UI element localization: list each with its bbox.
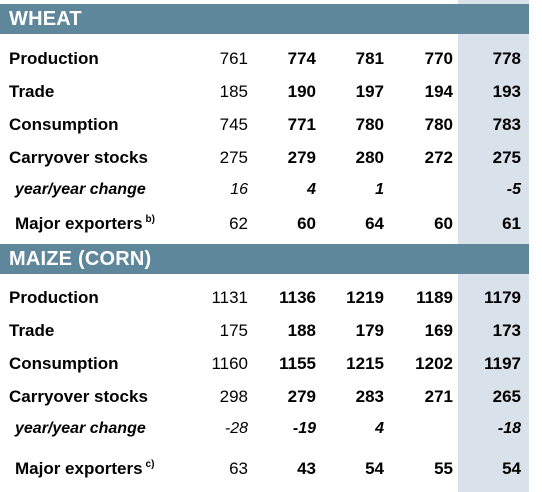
table-cell: 1219 [346,288,384,307]
table-cell: 280 [355,148,384,167]
table-cell: 61 [502,214,521,233]
table-cell: -5 [506,181,521,198]
row-label: Carryover stocks [9,387,148,406]
table-cell: 271 [424,387,453,406]
row-label: Consumption [9,115,119,134]
row-label: Carryover stocks [9,148,148,167]
wheat-header: WHEAT [0,4,529,34]
table-row: Trade 185 190 197 194 193 [0,76,542,106]
table-cell: 780 [355,115,384,134]
table-cell: 185 [219,82,248,101]
table-cell: 1202 [415,354,453,373]
table-row: Consumption 745 771 780 780 783 [0,109,542,139]
table-cell: 275 [219,148,248,167]
row-label: Consumption [9,354,119,373]
row-label-text: Major exporters [15,459,143,478]
table-cell: 194 [424,82,453,101]
table-row: year/year change -28 -19 4 -18 [0,414,542,444]
table-cell: 60 [297,214,316,233]
row-label: year/year change [15,420,146,437]
table-cell: -28 [224,420,248,437]
table-cell: 188 [287,321,316,340]
table-row: Consumption 1160 1155 1215 1202 1197 [0,348,542,378]
table-cell: 1215 [346,354,384,373]
table-row: Major exporters b) 62 60 64 60 61 [0,208,542,238]
table-cell: -19 [292,420,316,437]
table-cell: 54 [502,459,521,478]
table-cell: 279 [287,387,316,406]
table-cell: 4 [375,420,384,437]
table-cell: -18 [497,420,521,437]
row-label-text: Major exporters [15,214,143,233]
table-cell: 272 [424,148,453,167]
table-cell: 197 [355,82,384,101]
table-cell: 1160 [211,354,248,373]
table-cell: 43 [297,459,316,478]
table-cell: 771 [287,115,316,134]
table-cell: 783 [492,115,521,134]
table-cell: 169 [424,321,453,340]
table-row: year/year change 16 4 1 -5 [0,175,542,205]
table-cell: 193 [492,82,521,101]
wheat-title: WHEAT [9,8,82,30]
table-cell: 761 [219,49,248,68]
table-cell: 1179 [484,288,521,307]
table-cell: 4 [307,181,316,198]
table-cell: 781 [355,49,384,68]
table-cell: 179 [355,321,384,340]
table-cell: 283 [355,387,384,406]
table-row: Production 1131 1136 1219 1189 1179 [0,282,542,312]
table-cell: 1197 [484,354,521,373]
table-cell: 16 [230,181,248,198]
table-row: Carryover stocks 275 279 280 272 275 [0,142,542,172]
row-label: Trade [9,82,55,101]
row-label: Production [9,49,99,68]
table-cell: 63 [229,459,248,478]
table-cell: 745 [219,115,248,134]
table-cell: 279 [287,148,316,167]
table-cell: 1136 [279,288,316,307]
table-cell: 298 [219,387,248,406]
table-cell: 770 [424,49,453,68]
maize-header: MAIZE (CORN) [0,244,529,274]
row-label: Major exporters b) [15,214,155,234]
table-row: Carryover stocks 298 279 283 271 265 [0,381,542,411]
table-cell: 1155 [279,354,316,373]
table-cell: 1131 [211,288,248,307]
table-row: Production 761 774 781 770 778 [0,43,542,73]
table-cell: 774 [287,49,316,68]
table-cell: 62 [229,214,248,233]
table-cell: 173 [492,321,521,340]
table-cell: 55 [434,459,453,478]
table-cell: 54 [365,459,384,478]
table-cell: 778 [492,49,521,68]
maize-title: MAIZE (CORN) [9,248,152,270]
row-label: Major exporters c) [15,459,154,479]
table-cell: 1189 [416,288,453,307]
table-cell: 780 [424,115,453,134]
row-label: Trade [9,321,55,340]
table-cell: 1 [375,181,384,198]
table-cell: 175 [219,321,248,340]
table-cell: 64 [365,214,384,233]
table-cell: 265 [492,387,521,406]
footnote-marker: b) [145,214,155,225]
row-label: year/year change [15,181,146,198]
table-row: Trade 175 188 179 169 173 [0,315,542,345]
table-cell: 190 [287,82,316,101]
table-row: Major exporters c) 63 43 54 55 54 [0,453,542,483]
table-cell: 275 [492,148,521,167]
footnote-marker: c) [145,459,155,470]
table-cell: 60 [434,214,453,233]
row-label: Production [9,288,99,307]
